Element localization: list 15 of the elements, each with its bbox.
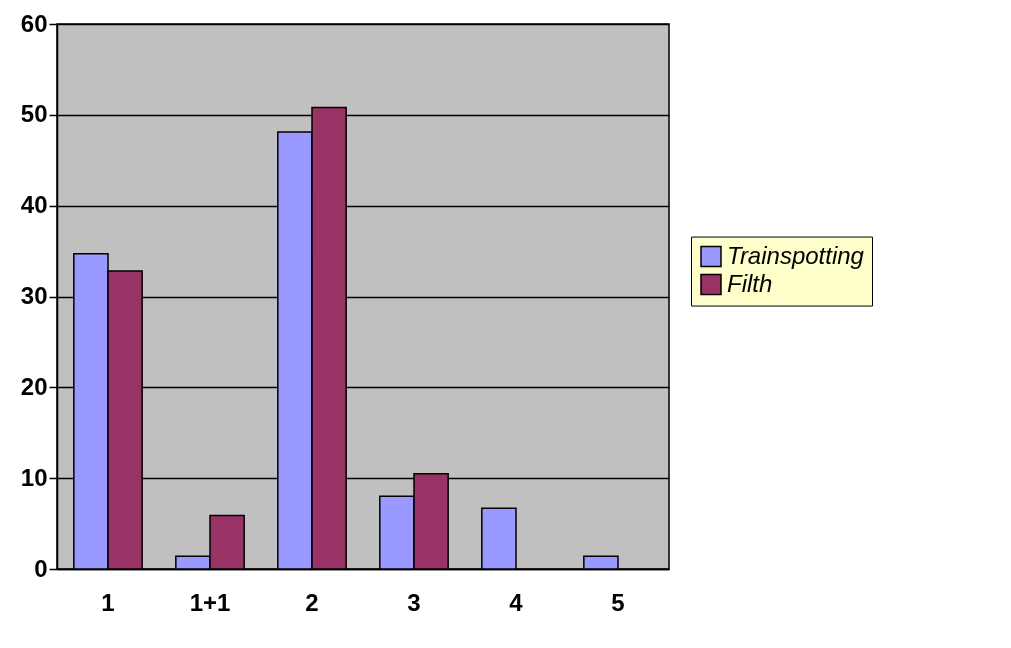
x-tick-label: 3 [407, 588, 421, 616]
x-tick-label: 4 [509, 588, 524, 616]
y-tick-label: 60 [20, 9, 48, 37]
y-tick-label: 30 [20, 282, 48, 309]
y-tick-label: 0 [34, 554, 48, 582]
legend-label: Filth [727, 269, 773, 297]
y-tick-label: 10 [20, 463, 48, 491]
y-tick-label: 50 [20, 100, 48, 128]
legend-label: Trainspotting [727, 241, 865, 269]
x-tick-label: 1+1 [189, 588, 231, 616]
x-tick-label: 5 [611, 588, 625, 616]
y-tick-label: 40 [20, 191, 48, 219]
x-tick-label: 1 [101, 588, 115, 616]
x-tick-label: 2 [305, 588, 319, 616]
y-tick-label: 20 [20, 372, 48, 400]
